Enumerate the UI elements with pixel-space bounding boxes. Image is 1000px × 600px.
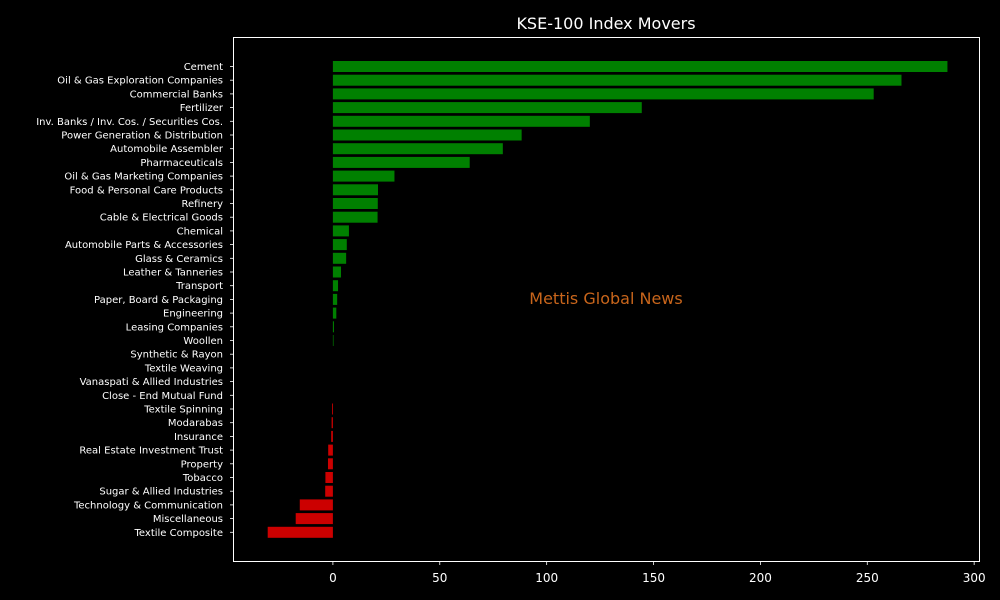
y-tick-labels: Cement Oil & Gas Exploration Companies Com… [36, 62, 234, 539]
y-tick-label: Vanaspati & Allied Industries [80, 377, 223, 388]
y-tick-label: Synthetic & Rayon [130, 350, 223, 361]
bar-textile-composite [267, 526, 333, 538]
y-tick-label: Transport [175, 281, 223, 292]
bar-automobile-assembler [332, 143, 503, 155]
bar-paper-board-packaging [332, 293, 338, 305]
y-tick-label: Tobacco [182, 473, 223, 484]
y-tick-label: Paper, Board & Packaging [94, 295, 223, 306]
x-tick-label: 150 [642, 571, 665, 585]
bar-technology-communication [299, 499, 333, 511]
bar-miscellaneous [295, 513, 333, 525]
y-tick-label: Cable & Electrical Goods [100, 213, 223, 224]
y-tick-label: Fertilizer [180, 103, 224, 114]
bar-automobile-parts-accessories [332, 239, 347, 251]
bar-glass-ceramics [332, 252, 347, 264]
bar-real-estate-investment-trust [328, 444, 333, 456]
y-tick-label: Leather & Tanneries [123, 268, 223, 279]
bar-oil-gas-exploration-companies [332, 74, 902, 86]
y-tick-label: Real Estate Investment Trust [79, 446, 223, 457]
bar-commercial-banks [332, 88, 874, 100]
y-tick-label: Textile Composite [134, 528, 223, 539]
bar-fertilizer [332, 102, 642, 114]
bar-chemical [332, 225, 349, 237]
bar-oil-gas-marketing-companies [332, 170, 395, 182]
y-tick-label: Sugar & Allied Industries [99, 487, 223, 498]
bar-engineering [332, 307, 337, 319]
y-tick-label: Insurance [174, 432, 223, 443]
bar-modarabas [331, 417, 333, 429]
y-tick-label: Woollen [183, 336, 223, 347]
y-tick-label: Leasing Companies [126, 322, 223, 333]
y-tick-label: Modarabas [168, 418, 223, 429]
y-tick-label: Food & Personal Care Products [70, 185, 223, 196]
x-tick-label: 100 [535, 571, 558, 585]
bar-leasing-companies [332, 321, 334, 333]
chart-title: KSE-100 Index Movers [516, 14, 695, 33]
bar-insurance [331, 430, 333, 442]
y-tick-label: Pharmaceuticals [140, 158, 223, 169]
y-tick-label: Textile Weaving [144, 363, 223, 374]
y-tick-label: Oil & Gas Exploration Companies [57, 76, 223, 87]
y-tick-label: Chemical [177, 226, 223, 237]
x-tick-label: 250 [856, 571, 879, 585]
y-tick-label: Refinery [182, 199, 224, 210]
x-tick-label: 50 [432, 571, 447, 585]
bar-sugar-allied-industries [325, 485, 333, 497]
bar-property [327, 458, 333, 470]
bar-food-personal-care-products [332, 184, 378, 196]
x-tick-label: 200 [749, 571, 772, 585]
y-tick-label: Cement [184, 62, 223, 73]
bar-power-generation-distribution [332, 129, 522, 141]
bar-refinery [332, 198, 378, 209]
y-tick-label: Miscellaneous [153, 514, 223, 525]
x-ticks: 0 50 100 150 200 250 300 [329, 561, 986, 585]
y-tick-label: Glass & Ceramics [135, 254, 223, 265]
y-tick-label: Oil & Gas Marketing Companies [64, 172, 223, 183]
y-tick-label: Automobile Assembler [110, 144, 224, 155]
bar-textile-spinning [332, 403, 333, 415]
bar-cement [332, 61, 948, 72]
y-tick-label: Engineering [163, 309, 223, 320]
y-tick-label: Automobile Parts & Accessories [65, 240, 223, 251]
y-tick-label: Close - End Mutual Fund [102, 391, 223, 402]
x-tick-label: 300 [963, 571, 986, 585]
bar-inv-banks-inv-cos-securities-cos [332, 115, 590, 127]
bars-group [267, 61, 948, 538]
bar-woollen [332, 335, 334, 346]
x-tick-label: 0 [329, 571, 337, 585]
y-tick-label: Property [181, 459, 223, 470]
y-tick-label: Technology & Communication [73, 500, 223, 511]
y-tick-label: Textile Spinning [143, 405, 223, 416]
bar-cable-electrical-goods [332, 211, 378, 223]
y-tick-label: Power Generation & Distribution [61, 131, 223, 142]
y-tick-label: Inv. Banks / Inv. Cos. / Securities Cos. [36, 117, 223, 128]
bar-tobacco [325, 472, 333, 483]
bar-transport [332, 280, 339, 292]
bar-leather-tanneries [332, 266, 342, 278]
bar-pharmaceuticals [332, 156, 470, 168]
y-tick-label: Commercial Banks [130, 89, 223, 100]
watermark-text: Mettis Global News [529, 289, 682, 308]
